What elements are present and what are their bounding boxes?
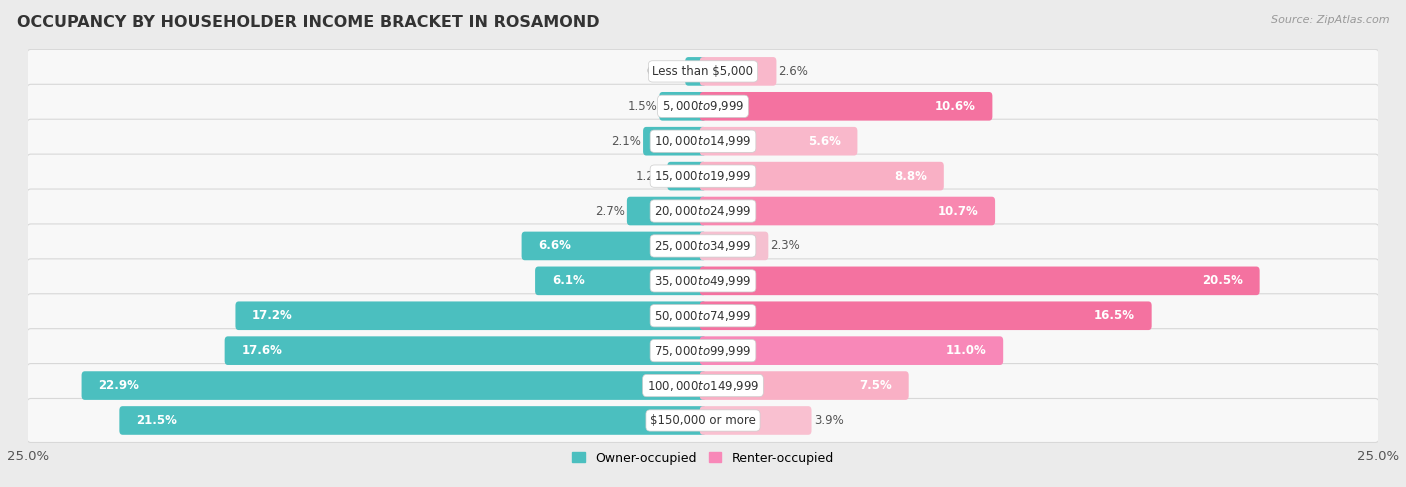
Text: 2.3%: 2.3% <box>770 240 800 252</box>
FancyBboxPatch shape <box>685 57 706 86</box>
Text: 5.6%: 5.6% <box>808 135 841 148</box>
FancyBboxPatch shape <box>522 232 706 260</box>
Text: 2.7%: 2.7% <box>595 205 624 218</box>
Text: $20,000 to $24,999: $20,000 to $24,999 <box>654 204 752 218</box>
Text: 8.8%: 8.8% <box>894 169 927 183</box>
FancyBboxPatch shape <box>27 154 1379 198</box>
FancyBboxPatch shape <box>82 371 706 400</box>
Text: 7.5%: 7.5% <box>859 379 891 392</box>
FancyBboxPatch shape <box>120 406 706 435</box>
FancyBboxPatch shape <box>659 92 706 121</box>
FancyBboxPatch shape <box>27 294 1379 338</box>
FancyBboxPatch shape <box>27 224 1379 268</box>
Text: 10.7%: 10.7% <box>938 205 979 218</box>
FancyBboxPatch shape <box>27 329 1379 373</box>
Text: 10.6%: 10.6% <box>935 100 976 113</box>
Text: 3.9%: 3.9% <box>814 414 844 427</box>
Text: 2.6%: 2.6% <box>779 65 808 78</box>
Text: 17.2%: 17.2% <box>252 309 292 322</box>
FancyBboxPatch shape <box>27 259 1379 303</box>
FancyBboxPatch shape <box>225 337 706 365</box>
FancyBboxPatch shape <box>700 197 995 225</box>
Text: Less than $5,000: Less than $5,000 <box>652 65 754 78</box>
Text: $100,000 to $149,999: $100,000 to $149,999 <box>647 378 759 393</box>
FancyBboxPatch shape <box>643 127 706 155</box>
Text: 11.0%: 11.0% <box>946 344 987 357</box>
FancyBboxPatch shape <box>700 371 908 400</box>
Text: $25,000 to $34,999: $25,000 to $34,999 <box>654 239 752 253</box>
FancyBboxPatch shape <box>700 92 993 121</box>
FancyBboxPatch shape <box>27 189 1379 233</box>
FancyBboxPatch shape <box>536 266 706 295</box>
Text: 1.2%: 1.2% <box>636 169 665 183</box>
Text: 6.6%: 6.6% <box>538 240 571 252</box>
Text: OCCUPANCY BY HOUSEHOLDER INCOME BRACKET IN ROSAMOND: OCCUPANCY BY HOUSEHOLDER INCOME BRACKET … <box>17 15 599 30</box>
Text: $5,000 to $9,999: $5,000 to $9,999 <box>662 99 744 113</box>
Text: 22.9%: 22.9% <box>98 379 139 392</box>
FancyBboxPatch shape <box>700 337 1004 365</box>
FancyBboxPatch shape <box>700 57 776 86</box>
Text: $150,000 or more: $150,000 or more <box>650 414 756 427</box>
FancyBboxPatch shape <box>27 49 1379 94</box>
Text: 17.6%: 17.6% <box>242 344 283 357</box>
Text: $75,000 to $99,999: $75,000 to $99,999 <box>654 344 752 357</box>
FancyBboxPatch shape <box>627 197 706 225</box>
FancyBboxPatch shape <box>27 84 1379 128</box>
FancyBboxPatch shape <box>700 232 768 260</box>
FancyBboxPatch shape <box>27 398 1379 443</box>
Text: Source: ZipAtlas.com: Source: ZipAtlas.com <box>1271 15 1389 25</box>
FancyBboxPatch shape <box>27 364 1379 408</box>
Text: $15,000 to $19,999: $15,000 to $19,999 <box>654 169 752 183</box>
Text: 21.5%: 21.5% <box>136 414 177 427</box>
Text: 0.54%: 0.54% <box>645 65 683 78</box>
Text: 16.5%: 16.5% <box>1094 309 1135 322</box>
Text: $50,000 to $74,999: $50,000 to $74,999 <box>654 309 752 323</box>
Text: 20.5%: 20.5% <box>1202 274 1243 287</box>
Text: 6.1%: 6.1% <box>551 274 585 287</box>
FancyBboxPatch shape <box>668 162 706 190</box>
FancyBboxPatch shape <box>235 301 706 330</box>
FancyBboxPatch shape <box>27 119 1379 163</box>
FancyBboxPatch shape <box>700 301 1152 330</box>
Text: 1.5%: 1.5% <box>627 100 657 113</box>
FancyBboxPatch shape <box>700 127 858 155</box>
FancyBboxPatch shape <box>700 162 943 190</box>
Text: $10,000 to $14,999: $10,000 to $14,999 <box>654 134 752 148</box>
Legend: Owner-occupied, Renter-occupied: Owner-occupied, Renter-occupied <box>572 451 834 465</box>
Text: 2.1%: 2.1% <box>612 135 641 148</box>
Text: $35,000 to $49,999: $35,000 to $49,999 <box>654 274 752 288</box>
FancyBboxPatch shape <box>700 266 1260 295</box>
FancyBboxPatch shape <box>700 406 811 435</box>
